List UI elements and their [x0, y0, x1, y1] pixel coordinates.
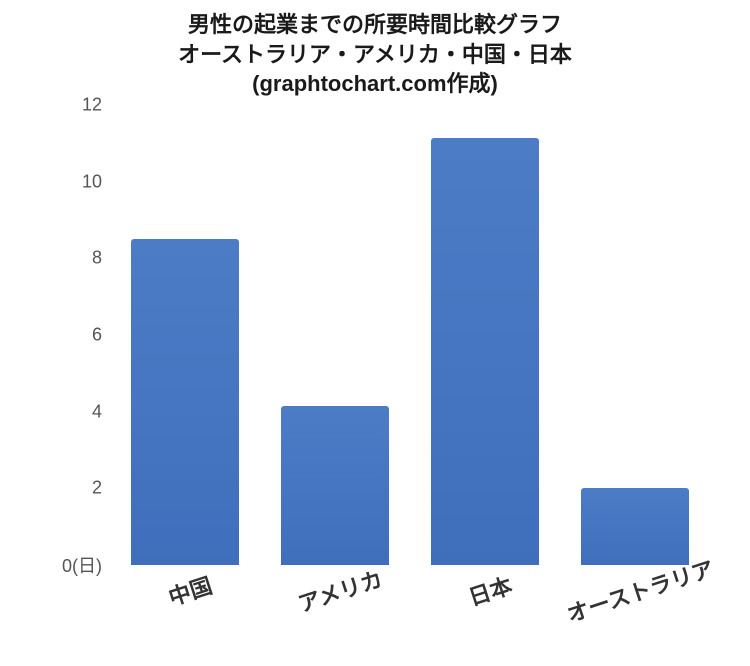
y-tick-label: 8 [92, 248, 102, 269]
chart-title: 男性の起業までの所要時間比較グラフ オーストラリア・アメリカ・中国・日本 (gr… [0, 0, 750, 99]
y-tick-label: 2 [92, 478, 102, 499]
y-tick-label: 10 [82, 171, 102, 192]
bar [281, 406, 389, 565]
plot-area: 2 4 6 8 10 12 0(日) 中国 アメリカ 日本 オーストラリア [110, 105, 710, 565]
bar [131, 239, 239, 565]
chart-container: 男性の起業までの所要時間比較グラフ オーストラリア・アメリカ・中国・日本 (gr… [0, 0, 750, 666]
title-line-3: (graphtochart.com作成) [0, 69, 750, 99]
title-line-1: 男性の起業までの所要時間比較グラフ [0, 10, 750, 40]
y-zero-label: 0(日) [62, 552, 102, 578]
bar [581, 488, 689, 565]
x-axis-label: 日本 [464, 568, 516, 612]
y-tick-label: 4 [92, 401, 102, 422]
y-tick-label: 12 [82, 95, 102, 116]
y-tick-label: 6 [92, 325, 102, 346]
x-axis-label: 中国 [164, 568, 216, 612]
x-axis-label: アメリカ [294, 562, 387, 619]
bar [431, 138, 539, 565]
title-line-2: オーストラリア・アメリカ・中国・日本 [0, 40, 750, 70]
